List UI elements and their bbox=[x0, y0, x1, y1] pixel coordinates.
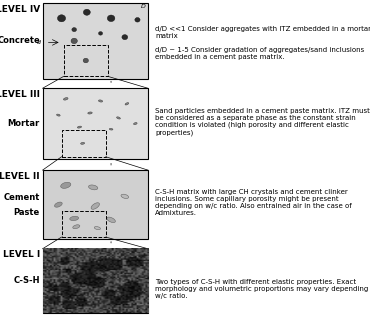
Ellipse shape bbox=[107, 217, 115, 222]
Ellipse shape bbox=[70, 216, 78, 221]
Circle shape bbox=[72, 28, 77, 32]
Ellipse shape bbox=[73, 225, 80, 229]
Circle shape bbox=[71, 38, 77, 44]
Text: Paste: Paste bbox=[14, 208, 40, 217]
Ellipse shape bbox=[125, 103, 129, 105]
Ellipse shape bbox=[121, 194, 129, 198]
Bar bbox=[43, 249, 148, 313]
Circle shape bbox=[83, 58, 88, 63]
Ellipse shape bbox=[117, 117, 120, 119]
Bar bbox=[43, 88, 148, 159]
Bar bbox=[64, 45, 108, 76]
Ellipse shape bbox=[64, 98, 68, 100]
Text: d/D <<1 Consider aggregates with ITZ embedded in a mortar
matrix

d/D ~ 1-5 Cons: d/D <<1 Consider aggregates with ITZ emb… bbox=[155, 26, 370, 60]
Ellipse shape bbox=[109, 128, 113, 130]
Ellipse shape bbox=[88, 185, 98, 190]
Text: Mortar: Mortar bbox=[8, 119, 40, 128]
Text: Concrete: Concrete bbox=[0, 36, 40, 46]
Text: Two types of C-S-H with different elastic properties. Exact
morphology and volum: Two types of C-S-H with different elasti… bbox=[155, 279, 369, 299]
Text: Cement: Cement bbox=[4, 193, 40, 202]
Bar bbox=[61, 130, 106, 157]
Ellipse shape bbox=[91, 203, 100, 209]
Bar bbox=[43, 3, 148, 79]
Ellipse shape bbox=[54, 202, 62, 207]
Text: d: d bbox=[37, 40, 41, 45]
Ellipse shape bbox=[77, 126, 81, 128]
Ellipse shape bbox=[98, 100, 102, 102]
Circle shape bbox=[98, 32, 102, 35]
Circle shape bbox=[83, 9, 90, 15]
Text: LEVEL IV: LEVEL IV bbox=[0, 5, 40, 14]
Ellipse shape bbox=[57, 114, 60, 116]
Circle shape bbox=[135, 18, 140, 22]
Ellipse shape bbox=[134, 123, 137, 125]
Text: LEVEL I: LEVEL I bbox=[3, 250, 40, 259]
Circle shape bbox=[122, 35, 128, 40]
Circle shape bbox=[107, 15, 115, 22]
Text: C-S-H: C-S-H bbox=[13, 276, 40, 285]
Ellipse shape bbox=[94, 227, 101, 230]
Ellipse shape bbox=[81, 143, 85, 144]
Bar bbox=[43, 170, 148, 239]
Text: LEVEL II: LEVEL II bbox=[0, 172, 40, 181]
Text: C-S-H matrix with large CH crystals and cement clinker
inclusions. Some capillar: C-S-H matrix with large CH crystals and … bbox=[155, 189, 352, 216]
Circle shape bbox=[57, 15, 65, 22]
Text: D: D bbox=[141, 4, 146, 9]
Ellipse shape bbox=[88, 112, 92, 114]
Text: LEVEL III: LEVEL III bbox=[0, 90, 40, 99]
Ellipse shape bbox=[61, 182, 71, 188]
Bar bbox=[61, 211, 106, 237]
Text: Sand particles embedded in a cement paste matrix. ITZ must
be considered as a se: Sand particles embedded in a cement past… bbox=[155, 108, 370, 136]
